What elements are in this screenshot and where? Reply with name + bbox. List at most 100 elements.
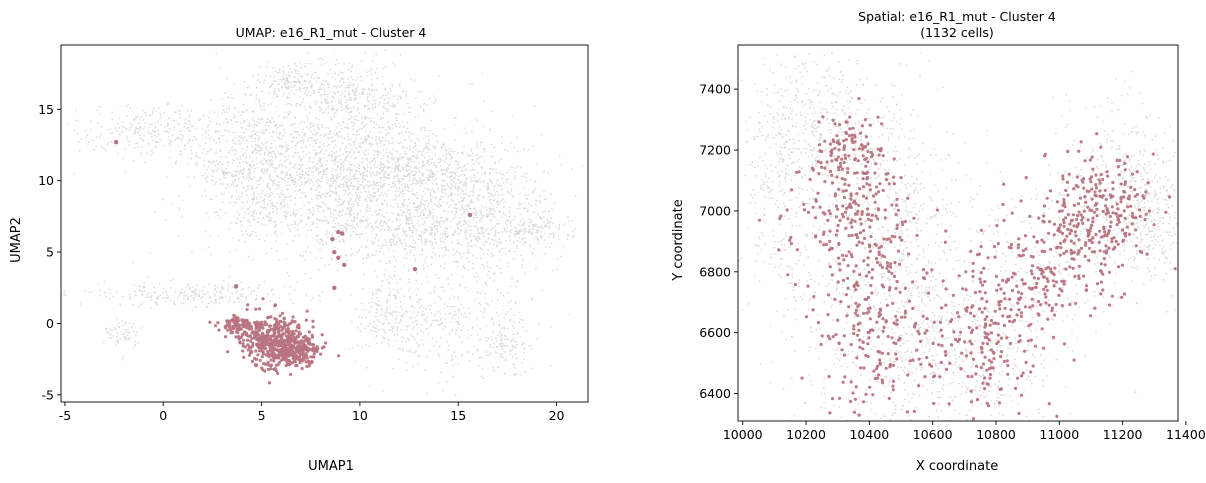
background-cell-point xyxy=(398,214,401,217)
background-cell-point xyxy=(480,257,483,260)
background-cell-point xyxy=(490,193,492,195)
background-cell-point xyxy=(471,83,473,85)
background-cell-point xyxy=(453,351,456,354)
background-cell-point xyxy=(500,339,502,341)
background-cell-point xyxy=(506,150,509,152)
background-cell-point xyxy=(457,321,459,324)
background-cell-point xyxy=(480,155,482,158)
background-cell-point xyxy=(393,185,395,188)
background-cell-point xyxy=(337,184,340,187)
background-cell-point xyxy=(424,243,427,246)
background-cell-point xyxy=(370,305,373,308)
background-cell-point xyxy=(350,203,353,206)
background-cell-point xyxy=(236,198,238,201)
background-cell-point xyxy=(378,209,381,211)
background-cell-point xyxy=(343,95,346,98)
background-cell-point xyxy=(429,325,432,327)
background-cell-point xyxy=(475,210,478,213)
background-cell-point xyxy=(448,333,451,336)
background-cell-point xyxy=(288,96,290,99)
background-cell-point xyxy=(512,166,515,169)
background-cell-point xyxy=(172,119,174,121)
background-cell-point xyxy=(168,127,170,130)
background-cell-point xyxy=(520,254,523,257)
background-cell-point xyxy=(174,303,177,306)
background-cell-point xyxy=(389,87,391,90)
background-cell-point xyxy=(433,95,435,98)
background-cell-point xyxy=(294,222,297,225)
background-cell-point xyxy=(225,167,228,170)
background-cell-point xyxy=(338,97,341,100)
background-cell-point xyxy=(483,307,486,310)
background-cell-point xyxy=(139,129,141,132)
background-cell-point xyxy=(399,95,402,98)
background-cell-point xyxy=(410,190,413,193)
background-cell-point xyxy=(324,264,327,267)
background-cell-point xyxy=(205,153,208,156)
background-cell-point xyxy=(257,73,259,76)
background-cell-point xyxy=(355,180,358,183)
background-cell-point xyxy=(356,130,359,133)
background-cell-point xyxy=(229,171,232,174)
background-cell-point xyxy=(91,139,94,142)
background-cell-point xyxy=(410,216,413,219)
background-cell-point xyxy=(287,177,289,180)
background-cell-point xyxy=(315,239,318,241)
background-cell-point xyxy=(473,163,475,166)
background-cell-point xyxy=(450,175,453,178)
background-cell-point xyxy=(510,349,512,352)
background-cell-point xyxy=(503,372,506,374)
background-cell-point xyxy=(388,173,391,175)
background-cell-point xyxy=(376,156,379,159)
background-cell-point xyxy=(263,194,266,197)
background-cell-point xyxy=(195,292,198,295)
background-cell-point xyxy=(211,179,214,182)
background-cell-point xyxy=(352,83,355,85)
background-cell-point xyxy=(406,204,409,207)
background-cell-point xyxy=(426,162,428,164)
background-cell-point xyxy=(406,165,409,168)
background-cell-point xyxy=(487,213,490,215)
background-cell-point xyxy=(424,258,427,261)
background-cell-point xyxy=(234,249,237,252)
background-cell-point xyxy=(267,104,270,106)
background-cell-point xyxy=(373,163,376,166)
background-cell-point xyxy=(517,223,520,226)
background-cell-point xyxy=(514,353,517,356)
background-cell-point xyxy=(117,325,120,328)
background-cell-point xyxy=(436,183,438,186)
background-cell-point xyxy=(411,170,414,173)
background-cell-point xyxy=(281,189,284,192)
background-cell-point xyxy=(201,128,204,131)
background-cell-point xyxy=(293,220,296,223)
background-cell-point xyxy=(204,136,207,139)
background-cell-point xyxy=(308,201,311,204)
background-cell-point xyxy=(231,286,234,289)
background-cell-point xyxy=(171,133,174,136)
background-cell-point xyxy=(153,107,156,110)
background-cell-point xyxy=(493,279,496,282)
background-cell-point xyxy=(382,252,385,255)
background-cell-point xyxy=(298,222,301,224)
background-cell-point xyxy=(382,155,385,158)
background-cell-point xyxy=(426,189,429,191)
background-cell-point xyxy=(232,131,235,134)
background-cell-point xyxy=(183,126,186,128)
background-cell-point xyxy=(536,163,539,166)
background-cell-point xyxy=(390,157,393,160)
background-cell-point xyxy=(491,338,493,340)
background-cell-point xyxy=(273,166,276,169)
background-cell-point xyxy=(205,180,208,183)
background-cell-point xyxy=(506,181,508,184)
background-cell-point xyxy=(379,289,382,292)
background-cell-point xyxy=(314,100,317,102)
background-cell-point xyxy=(462,192,465,195)
background-cell-point xyxy=(449,186,452,189)
background-cell-point xyxy=(345,101,347,104)
background-cell-point xyxy=(520,224,523,227)
background-cell-point xyxy=(421,162,424,165)
background-cell-point xyxy=(337,73,340,76)
background-cell-point xyxy=(317,57,320,60)
background-cell-point xyxy=(426,104,429,106)
background-cell-point xyxy=(326,173,329,176)
